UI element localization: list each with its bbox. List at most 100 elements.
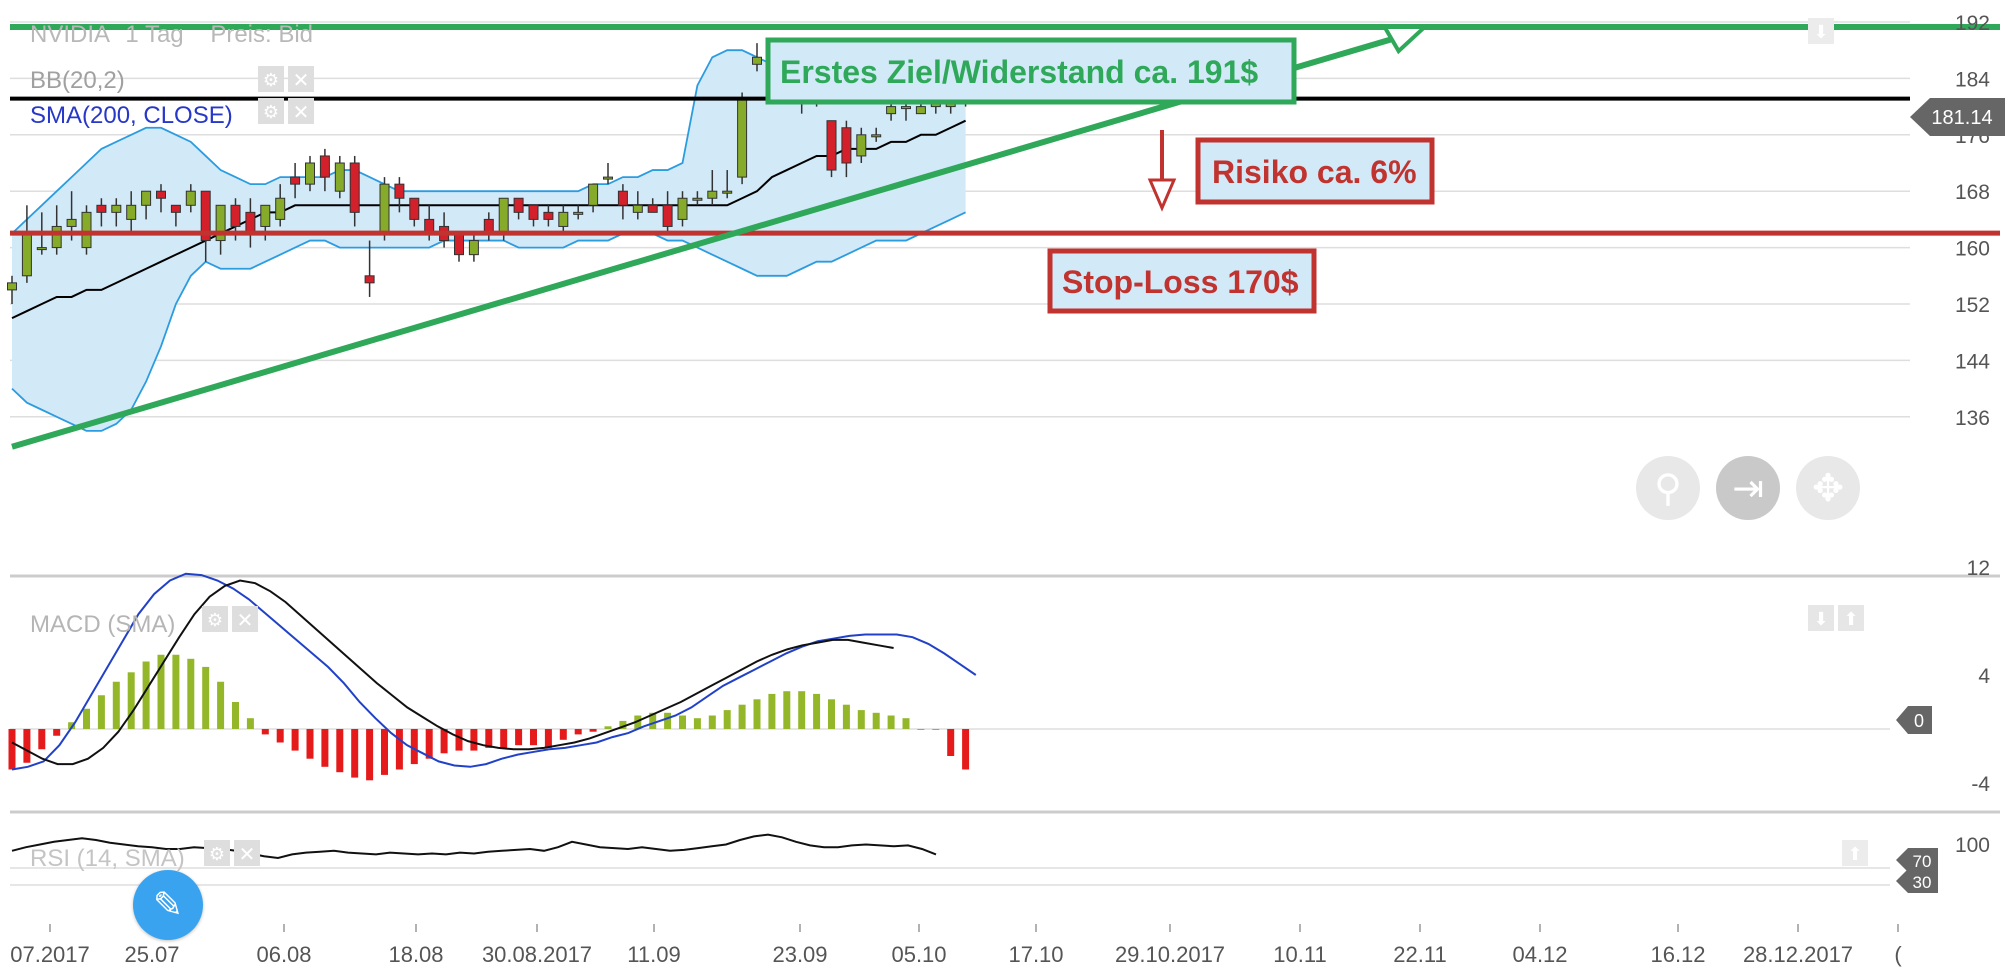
edit-drawing-button[interactable]: ✎ <box>133 870 203 940</box>
rsi-close-icon[interactable]: ✕ <box>234 840 260 866</box>
rsi-settings-icon[interactable]: ⚙ <box>204 840 230 866</box>
macd-tick-label: 12 <box>1967 557 1990 580</box>
macd-histogram-bar <box>83 708 90 729</box>
svg-text:⚙: ⚙ <box>263 102 279 123</box>
candle-body <box>21 233 32 277</box>
candle-body <box>498 197 509 234</box>
macd-histogram-bar <box>947 729 955 756</box>
svg-text:⬇: ⬇ <box>1813 22 1828 43</box>
zoom-in-icon: ⚲ <box>1654 466 1682 510</box>
macd-panel-up-icon[interactable]: ⬆ <box>1838 605 1864 631</box>
macd-histogram-bar <box>485 729 493 748</box>
rsi-panel <box>10 833 1890 886</box>
candle-body <box>692 197 703 201</box>
candle-body <box>543 211 554 220</box>
macd-histogram-bar <box>246 718 254 729</box>
stop-loss-annotation[interactable]: Stop-Loss 170$ <box>1047 248 1317 314</box>
macd-histogram-bar <box>23 729 31 763</box>
target-annotation[interactable]: Erstes Ziel/Widerstand ca. 191$ <box>765 37 1297 105</box>
candle-body <box>66 218 77 227</box>
bb-settings-icon[interactable]: ⚙ <box>258 66 284 92</box>
candle-body <box>468 240 479 256</box>
scroll-to-end-button[interactable]: ⇥ <box>1716 456 1780 520</box>
scroll-to-end-icon: ⇥ <box>1732 466 1764 510</box>
zoom-in-button[interactable]: ⚲ <box>1636 456 1700 520</box>
x-tick-label: 05.10 <box>891 942 946 967</box>
macd-histogram-bar <box>753 699 761 729</box>
candle-body <box>617 190 628 206</box>
candle-body <box>7 282 17 291</box>
macd-histogram-bar <box>708 715 716 729</box>
chart-header: NVIDIA 1 Tag Preis: Bid <box>30 21 313 48</box>
candles <box>7 43 971 304</box>
macd-histogram-bar <box>217 681 225 729</box>
rsi-panel-up-icon[interactable]: ⬆ <box>1842 840 1868 866</box>
candle-body <box>81 211 92 249</box>
macd-histogram-bar <box>589 729 597 732</box>
price-panel-down-icon[interactable]: ⬇ <box>1808 18 1834 44</box>
macd-histogram-bar <box>232 702 239 729</box>
pan-button[interactable]: ✥ <box>1796 456 1860 520</box>
price-tick-label: 136 <box>1955 407 1990 430</box>
macd-histogram-bar <box>530 729 537 746</box>
macd-histogram-bar <box>932 729 940 730</box>
macd-panel-down-icon[interactable]: ⬇ <box>1808 605 1834 631</box>
macd-histogram-bar <box>410 729 418 765</box>
macd-histogram-bar <box>470 729 478 751</box>
macd-tick-label: -4 <box>1971 773 1990 796</box>
candle-body <box>379 183 390 234</box>
price-tick-label: 152 <box>1955 294 1990 317</box>
macd-histogram-bar <box>857 710 865 729</box>
candle-body <box>528 204 539 220</box>
macd-histogram-bar <box>381 729 388 775</box>
target-annotation-text: Erstes Ziel/Widerstand ca. 191$ <box>780 54 1258 90</box>
svg-text:⚙: ⚙ <box>209 844 225 865</box>
price-tick-label: 168 <box>1955 181 1990 204</box>
candle-body <box>111 204 122 213</box>
macd-histogram-bar <box>664 712 672 729</box>
macd-histogram-bar <box>157 654 165 729</box>
bb-close-icon[interactable]: ✕ <box>288 66 314 92</box>
candle-body <box>707 190 718 199</box>
macd-histogram-bar <box>172 654 180 729</box>
x-tick-label: 25.07 <box>124 942 179 967</box>
macd-histogram-bar <box>8 729 16 770</box>
x-tick-label: 11.09 <box>627 942 680 967</box>
macd-histogram-bar <box>321 729 329 767</box>
macd-histogram-bar <box>798 691 806 729</box>
candle-body <box>156 190 166 199</box>
macd-histogram-bar <box>872 712 880 729</box>
macd-histogram-bar <box>351 729 359 778</box>
x-tick-label: 16.12 <box>1650 942 1705 967</box>
x-tick-label: 18.08 <box>388 942 443 967</box>
sma-close-icon[interactable]: ✕ <box>288 98 314 124</box>
candle-body <box>126 204 137 220</box>
macd-histogram-bar <box>306 729 314 759</box>
macd-settings-icon[interactable]: ⚙ <box>202 606 228 632</box>
candle-body <box>871 134 882 138</box>
macd-histogram-bar <box>604 726 612 729</box>
bb-indicator-label: BB(20,2) <box>30 67 125 94</box>
candle-body <box>305 162 315 185</box>
candle-body <box>394 183 405 199</box>
candle-body <box>364 275 375 284</box>
x-tick-label: 23.09 <box>772 942 827 967</box>
macd-histogram-bar <box>544 729 552 748</box>
candle-body <box>573 211 584 215</box>
candle-body <box>901 106 911 110</box>
candle-body <box>334 162 345 192</box>
macd-histogram-bar <box>634 715 642 729</box>
x-tick-label: 29.10.2017 <box>1115 942 1225 967</box>
x-tick-label: 04.12 <box>1512 942 1567 967</box>
macd-histogram-bar <box>336 729 344 773</box>
svg-text:⚙: ⚙ <box>263 70 279 91</box>
rsi-30-badge: 30 <box>1896 869 1938 893</box>
macd-close-icon[interactable]: ✕ <box>232 606 258 632</box>
sma-settings-icon[interactable]: ⚙ <box>258 98 284 124</box>
x-tick-label: 22.11 <box>1393 942 1446 967</box>
risk-annotation[interactable]: Risiko ca. 6% <box>1195 137 1435 205</box>
candle-body <box>260 204 271 227</box>
x-tick-label: 06.08 <box>256 942 311 967</box>
